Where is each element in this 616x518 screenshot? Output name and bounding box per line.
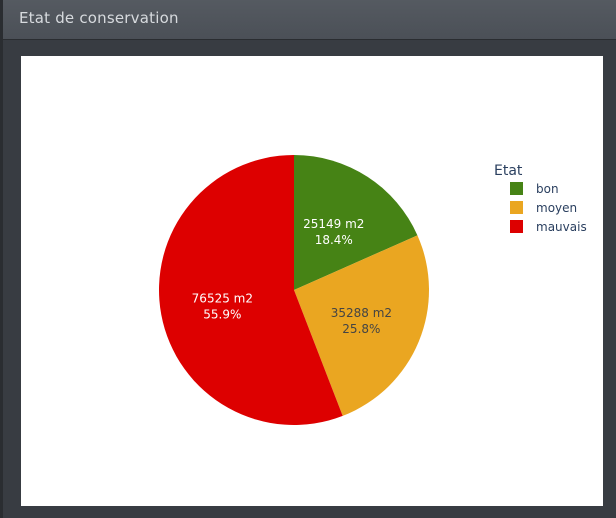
legend-swatch-bon [510, 182, 523, 195]
slice-percent-label-moyen: 25.8% [342, 322, 380, 336]
pie-slice-moyen[interactable] [294, 235, 429, 416]
pie-slice-mauvais[interactable] [158, 155, 343, 425]
legend-item-bon[interactable]: bon [510, 182, 559, 196]
slice-value-label-moyen: 35288 m2 [331, 306, 392, 320]
legend-item-mauvais[interactable]: mauvais [510, 220, 587, 234]
legend-title: Etat [494, 163, 523, 179]
legend-label-moyen: moyen [536, 201, 577, 215]
pie-slices [158, 155, 429, 425]
pie-slice-bon[interactable] [294, 155, 418, 290]
slice-value-label-bon: 25149 m2 [303, 217, 364, 231]
slice-value-label-mauvais: 76525 m2 [192, 291, 253, 305]
title-bar[interactable]: Etat de conservation [3, 0, 616, 40]
slice-labels: 25149 m2 18.4% 35288 m2 25.8% 76525 m2 55.9% [192, 217, 392, 336]
legend-item-moyen[interactable]: moyen [510, 201, 577, 215]
legend-label-bon: bon [536, 182, 559, 196]
slice-percent-label-bon: 18.4% [315, 233, 353, 247]
chart-panel: 25149 m2 18.4% 35288 m2 25.8% 76525 m2 55.9% … [21, 56, 603, 506]
legend-items: bon moyen mauvais [510, 182, 587, 234]
legend-swatch-moyen [510, 201, 523, 214]
legend-label-mauvais: mauvais [536, 220, 587, 234]
slice-percent-label-mauvais: 55.9% [203, 307, 241, 321]
legend[interactable]: Etat bon moyen mauvais [494, 163, 587, 234]
window-title: Etat de conservation [19, 9, 179, 27]
legend-swatch-mauvais [510, 220, 523, 233]
